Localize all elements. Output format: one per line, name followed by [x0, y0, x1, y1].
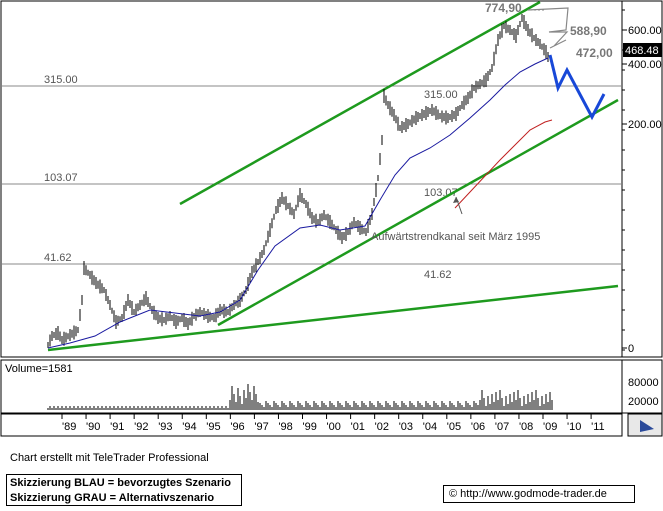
price-panel [0, 0, 623, 358]
volume-panel [0, 359, 623, 414]
price-tick-label: 200.00 [628, 119, 662, 131]
x-tick-label: '94 [182, 421, 196, 433]
x-tick-label: '08 [519, 421, 533, 433]
volume-axis-ticks: 80000 20000 [628, 377, 659, 408]
target-1-label: 588,90 [570, 24, 607, 38]
x-tick-label: '00 [327, 421, 341, 433]
price-tick-label: 0 [628, 343, 634, 355]
chart-credit: Chart erstellt mit TeleTrader Profession… [10, 452, 209, 464]
volume-label: Volume=1581 [5, 363, 73, 375]
x-tick-label: '04 [423, 421, 437, 433]
x-axis-ticks: '89 '90 '91 '92 '93 '94 '95 '96 '97 '98 '99 '00 '01 '… [61, 414, 605, 433]
moving-average-red [454, 119, 553, 209]
x-tick-label: '96 [230, 421, 244, 433]
moving-average-blue [47, 57, 549, 349]
volume-tick-label: 20000 [628, 396, 659, 408]
legend-blue: Skizzierung BLAU = bevorzugtes Szenario [10, 477, 231, 489]
legend-grey: Skizzierung GRAU = Alternativszenario [10, 492, 215, 504]
x-tick-label: '98 [278, 421, 292, 433]
level-label-left: 41.62 [44, 252, 72, 264]
x-tick-label: '91 [110, 421, 124, 433]
x-tick-label: '95 [206, 421, 220, 433]
x-tick-label: '90 [86, 421, 100, 433]
price-tick-label: 400.00 [628, 59, 662, 71]
level-label-mid: 41.62 [424, 269, 452, 281]
x-tick-label: '09 [543, 421, 557, 433]
volume-bars [47, 384, 553, 410]
x-tick-label: '97 [254, 421, 268, 433]
current-price-marker [623, 43, 662, 57]
x-tick-label: '01 [351, 421, 365, 433]
level-label-mid: 315.00 [424, 89, 458, 101]
upper-channel-line [179, 0, 541, 206]
price-axis-ticks: 600.00 400.00 200.00 0 [622, 9, 662, 355]
price-tick-label: 600.00 [628, 25, 662, 37]
x-tick-label: '92 [134, 421, 148, 433]
x-tick-label: '05 [447, 421, 461, 433]
trend-channel-label: Aufwärtstrendkanal seit März 1995 [371, 231, 540, 243]
x-tick-label: '89 [62, 421, 76, 433]
x-tick-label: '03 [399, 421, 413, 433]
level-label-left: 315.00 [44, 74, 78, 86]
x-tick-label: '99 [303, 421, 317, 433]
x-tick-label: '10 [567, 421, 581, 433]
x-tick-label: '06 [471, 421, 485, 433]
source-url[interactable]: © http://www.godmode-trader.de [443, 485, 635, 503]
level-label-left: 103.07 [44, 172, 78, 184]
x-tick-label: '11 [591, 421, 605, 433]
scenario-legend: Skizzierung BLAU = bevorzugtes Szenario … [6, 474, 242, 506]
trend-lines [47, 0, 619, 352]
current-price-label: 468.48 [625, 45, 659, 57]
long-term-trend-line [47, 284, 619, 352]
price-axis-panel [621, 0, 663, 358]
scroll-arrow-icon[interactable] [640, 420, 654, 432]
trend-channel-arrowhead [453, 197, 459, 203]
target-2-label: 472,00 [576, 46, 613, 60]
high-label: 774,90 [485, 1, 522, 15]
volume-tick-label: 80000 [628, 377, 659, 389]
scenario-blue-path [548, 54, 606, 121]
x-tick-label: '07 [495, 421, 509, 433]
x-axis-panel [0, 413, 623, 437]
volume-axis-panel [621, 359, 663, 414]
x-tick-label: '93 [158, 421, 172, 433]
scenario-grey-path [527, 7, 569, 49]
lower-channel-line [217, 98, 619, 327]
x-tick-label: '02 [375, 421, 389, 433]
